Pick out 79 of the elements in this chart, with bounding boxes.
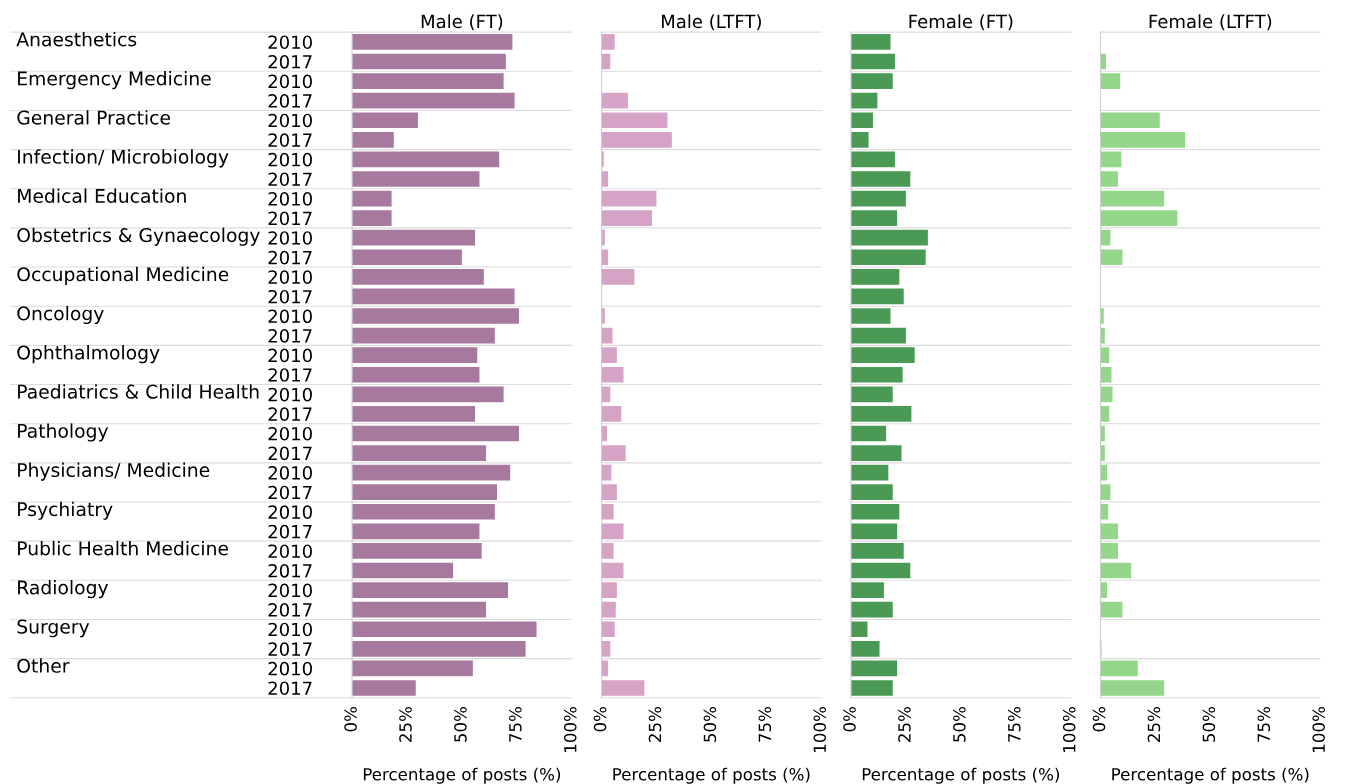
y-tick-label: 2010 bbox=[268, 661, 312, 676]
text: Paediatrics & Child Health bbox=[18, 384, 259, 399]
x-axis-title: Percentage of posts (%) bbox=[1112, 767, 1309, 784]
text: Emergency Medicine bbox=[18, 71, 211, 90]
text: Obstetrics & Gynaecology bbox=[17, 227, 260, 246]
y-tick-label: 2010 bbox=[268, 426, 312, 441]
x-tick-label: 75% bbox=[758, 707, 772, 742]
text: Radiology bbox=[18, 580, 109, 599]
x-axis-title: Percentage of posts (%) bbox=[862, 767, 1060, 784]
y-tick-label: 2010 bbox=[268, 505, 312, 519]
text: Oncology bbox=[17, 305, 104, 325]
y-tick-label: 2017 bbox=[268, 250, 312, 265]
x-tick-label: 25% bbox=[898, 707, 911, 742]
y-tick-label: 2017 bbox=[268, 642, 312, 656]
chart-title: Male (FT) bbox=[421, 14, 503, 31]
x-tick-label: 25% bbox=[399, 707, 412, 742]
y-tick-label: 2017 bbox=[268, 681, 312, 696]
y-tick-label: 2010 bbox=[268, 113, 312, 128]
x-tick-label: 0% bbox=[344, 707, 357, 732]
x-tick-label: 100% bbox=[813, 707, 827, 752]
y-tick-label: 2017 bbox=[268, 54, 312, 69]
y-tick-label: 2010 bbox=[268, 466, 312, 480]
text: Ophthalmology bbox=[17, 345, 160, 364]
x-tick-label: 50% bbox=[703, 707, 717, 742]
text: Surgery bbox=[17, 619, 90, 638]
x-tick-label: 75% bbox=[509, 707, 522, 742]
x-tick-label: 50% bbox=[454, 707, 467, 742]
y-tick-label: 2010 bbox=[268, 622, 312, 637]
text: Anaesthetics bbox=[16, 31, 137, 47]
x-tick-label: 50% bbox=[1202, 707, 1216, 742]
chart-title: Female (LTFT) bbox=[1149, 14, 1272, 31]
x-tick-label: 25% bbox=[1147, 707, 1161, 742]
y-tick-label: 2017 bbox=[268, 172, 312, 187]
y-tick-label: 2017 bbox=[268, 446, 312, 461]
text: Psychiatry bbox=[18, 501, 113, 520]
x-tick-label: 0% bbox=[843, 707, 856, 732]
y-tick-label: 2017 bbox=[268, 407, 312, 422]
x-tick-label: 75% bbox=[1257, 707, 1271, 742]
x-tick-label: 100% bbox=[1062, 707, 1076, 752]
chart-title: Male (LTFT) bbox=[661, 14, 761, 31]
y-tick-label: 2010 bbox=[268, 583, 312, 598]
y-tick-label: 2010 bbox=[268, 348, 312, 363]
y-tick-label: 2017 bbox=[268, 603, 312, 617]
y-tick-label: 2010 bbox=[268, 270, 312, 284]
text: Infection/ Microbiology bbox=[18, 149, 229, 168]
x-axis-title: Percentage of posts (%) bbox=[613, 767, 810, 784]
x-tick-label: 0% bbox=[593, 707, 607, 732]
text: Physicians/ Medicine bbox=[18, 462, 210, 481]
y-tick-label: 2010 bbox=[268, 309, 312, 324]
y-tick-label: 2010 bbox=[268, 231, 312, 245]
y-tick-label: 2017 bbox=[268, 289, 312, 304]
chart-title: Female (FT) bbox=[909, 14, 1013, 31]
x-axis-title: Percentage of posts (%) bbox=[363, 767, 561, 784]
x-tick-label: 75% bbox=[1007, 707, 1021, 742]
text: Other bbox=[17, 658, 70, 673]
text: Pathology bbox=[18, 423, 109, 442]
x-tick-label: 25% bbox=[648, 707, 662, 742]
x-tick-label: 50% bbox=[953, 707, 966, 742]
y-tick-label: 2017 bbox=[268, 563, 312, 578]
text: Public Health Medicine bbox=[18, 540, 228, 556]
y-tick-label: 2017 bbox=[268, 524, 312, 539]
y-tick-label: 2010 bbox=[268, 152, 312, 167]
y-tick-label: 2017 bbox=[268, 485, 312, 500]
y-tick-label: 2010 bbox=[268, 192, 312, 206]
y-tick-label: 2017 bbox=[268, 94, 312, 108]
y-tick-label: 2017 bbox=[268, 133, 312, 147]
x-tick-label: 100% bbox=[563, 707, 577, 752]
y-tick-label: 2010 bbox=[268, 387, 312, 402]
y-tick-label: 2017 bbox=[268, 368, 312, 382]
y-tick-label: 2010 bbox=[268, 35, 312, 50]
y-tick-label: 2010 bbox=[268, 74, 312, 89]
text: Occupational Medicine bbox=[17, 266, 229, 285]
y-tick-label: 2017 bbox=[268, 329, 312, 343]
y-tick-label: 2017 bbox=[268, 211, 312, 226]
text: General Practice bbox=[17, 110, 170, 125]
x-tick-label: 0% bbox=[1092, 707, 1106, 732]
x-tick-label: 100% bbox=[1312, 707, 1325, 752]
y-tick-label: 2010 bbox=[268, 544, 312, 559]
text: Medical Education bbox=[18, 188, 186, 204]
